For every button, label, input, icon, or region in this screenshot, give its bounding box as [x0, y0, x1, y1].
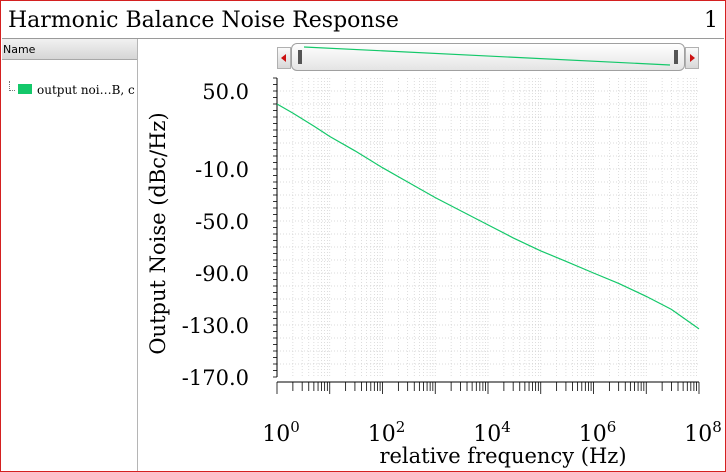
y-tick-label: -10.0: [195, 158, 249, 182]
name-column-header[interactable]: Name: [2, 39, 137, 60]
y-tick-label: -50.0: [195, 210, 249, 234]
window-title: Harmonic Balance Noise Response: [8, 8, 399, 33]
x-tick-label: 102: [368, 418, 406, 447]
trace-color-swatch: [18, 84, 32, 94]
trace-list-panel: Name output noi…B, c: [2, 39, 138, 471]
noise-series-line: [276, 103, 700, 330]
x-axis-title: relative frequency (Hz): [379, 444, 626, 468]
tree-branch-icon: [9, 90, 15, 91]
right-grip-icon[interactable]: [674, 50, 678, 64]
x-tick-label: 106: [579, 418, 617, 447]
y-axis-title: Output Noise (dBc/Hz): [146, 112, 170, 354]
arrow-left-icon: [281, 54, 286, 62]
x-tick-label: 108: [684, 418, 722, 447]
trace-label: output noi…B, c: [37, 83, 135, 97]
y-tick-label: -130.0: [182, 314, 249, 338]
y-tick-label: -90.0: [195, 262, 249, 286]
left-grip-icon[interactable]: [298, 50, 302, 64]
noise-chart: 50.0 -10.0 -50.0 -90.0 -130.0 -170.0 100 102 104…: [146, 77, 722, 468]
tree-connector-icon: [9, 81, 10, 91]
trace-list-item[interactable]: output noi…B, c: [16, 82, 137, 98]
x-tick-label: 104: [473, 418, 511, 447]
y-tick-label: -170.0: [182, 366, 249, 390]
overview-trace: [303, 46, 671, 66]
x-range-slider[interactable]: [277, 43, 699, 71]
page-number: 1: [704, 8, 718, 33]
y-tick-label: 50.0: [202, 80, 249, 104]
scroll-right-button[interactable]: [685, 47, 699, 69]
name-column-label: Name: [3, 43, 36, 56]
title-bar: Harmonic Balance Noise Response 1: [2, 2, 724, 39]
scroll-left-button[interactable]: [277, 47, 291, 69]
range-thumb[interactable]: [291, 43, 685, 71]
x-tick-label: 100: [262, 418, 300, 447]
arrow-right-icon: [690, 54, 695, 62]
